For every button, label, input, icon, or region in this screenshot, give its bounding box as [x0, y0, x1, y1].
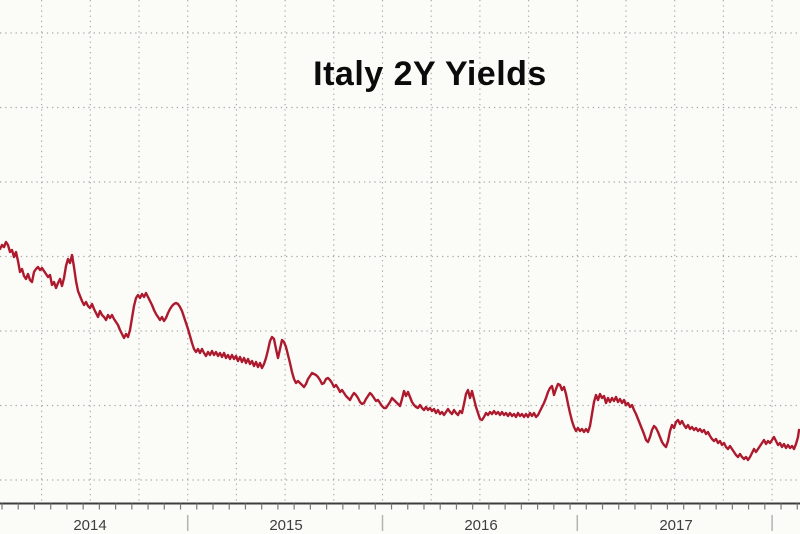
x-axis-minor-ticks — [1, 503, 798, 510]
x-axis-year-label: 2014 — [73, 517, 106, 534]
x-axis-year-label: 2016 — [464, 517, 497, 534]
horizontal-gridlines — [0, 32, 800, 481]
vertical-gridlines — [41, 0, 773, 502]
x-axis-year-labels: 2014 2015 2016 2017 — [73, 517, 692, 534]
chart-title: Italy 2Y Yields — [313, 55, 547, 93]
x-axis-year-label: 2015 — [269, 517, 302, 534]
x-axis-year-label: 2017 — [659, 517, 692, 534]
x-axis-year-separators — [186, 515, 773, 531]
yield-line-series — [0, 240, 800, 462]
